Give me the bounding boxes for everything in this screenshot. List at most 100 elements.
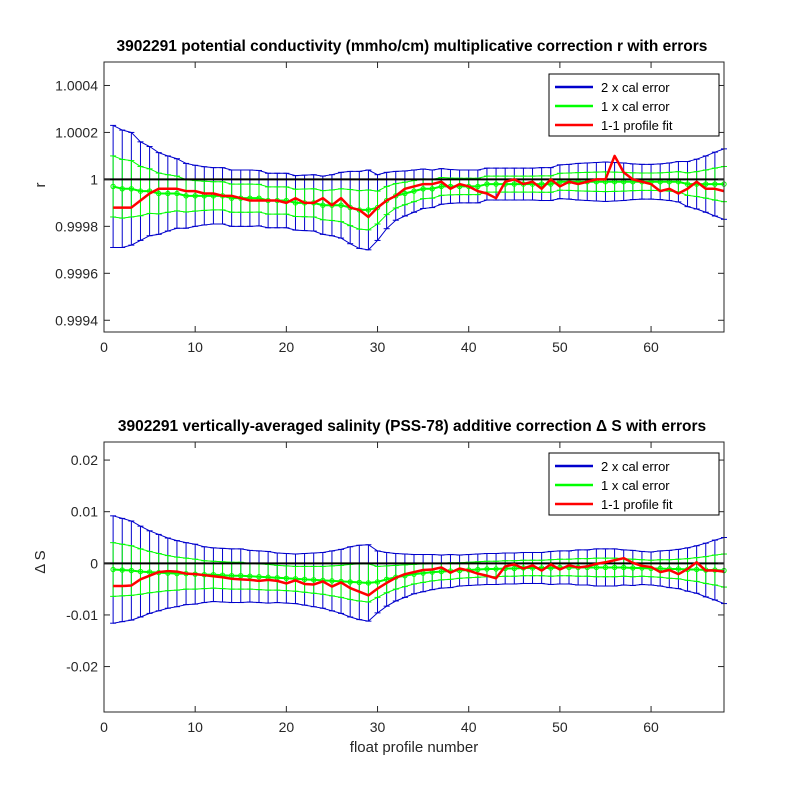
point-1x-cal-error [593, 564, 600, 571]
envelope-2x-cal-error [113, 582, 725, 624]
point-1x-cal-error [438, 183, 445, 190]
point-1x-cal-error [156, 190, 162, 197]
point-1x-cal-error [703, 181, 709, 187]
salinity-y-tick-label: 0.01 [71, 504, 98, 520]
point-1x-cal-error [347, 579, 353, 585]
conductivity-x-tick-label: 60 [643, 339, 659, 355]
point-1x-cal-error [621, 564, 627, 571]
conductivity-plot-area: 0 10 20 30 40 50 60 0.9994 0.9996 0.9998 1 1.0002 1.… [55, 61, 727, 355]
legend-label-1x-cal-error: 1 x cal error [601, 478, 670, 493]
point-1x-cal-error [110, 566, 116, 573]
point-1x-cal-error [311, 577, 317, 583]
envelope-2x-cal-error [113, 198, 725, 251]
salinity-x-tick-label: 30 [370, 719, 386, 735]
salinity-y-tick-label: -0.02 [66, 659, 98, 675]
point-1x-cal-error [365, 207, 372, 213]
envelope-1x-cal-error [113, 575, 725, 603]
conductivity-chart-title: 3902291 potential conductivity (mmho/cm)… [117, 38, 708, 55]
point-1x-cal-error [247, 573, 253, 579]
point-1x-cal-error [374, 579, 381, 585]
salinity-plot-area: 0 10 20 30 40 50 60 -0.02 -0.01 0 0.01 0.02 [66, 441, 727, 735]
point-1x-cal-error [165, 190, 171, 197]
conductivity-x-tick-label: 0 [100, 339, 108, 355]
salinity-y-tick-label: 0 [90, 555, 98, 571]
point-1x-cal-error [301, 576, 308, 583]
point-1x-cal-error [283, 575, 290, 581]
series-line-profile-fit [113, 154, 725, 219]
salinity-y-tick-label: 0.02 [71, 452, 98, 468]
envelope-2x-cal-error [112, 124, 725, 177]
point-1x-cal-error [538, 181, 545, 187]
point-1x-cal-error [365, 580, 372, 586]
conductivity-y-tick-label: 1.0002 [55, 124, 98, 140]
conductivity-x-tick-label: 40 [461, 339, 477, 355]
legend-label-profile-fit: 1-1 profile fit [601, 118, 673, 133]
point-1x-cal-error [611, 564, 618, 571]
conductivity-y-tick-label: 0.9998 [55, 218, 98, 234]
conductivity-legend: 2 x cal error 1 x cal error 1-1 profile … [548, 73, 720, 137]
conductivity-y-tick-label: 1 [90, 171, 98, 187]
point-1x-cal-error [484, 181, 490, 187]
point-1x-cal-error [110, 183, 116, 190]
salinity-y-tick-label: -0.01 [66, 607, 98, 623]
point-1x-cal-error [675, 566, 682, 572]
point-1x-cal-error [329, 202, 335, 208]
point-1x-cal-error [329, 578, 335, 584]
point-1x-cal-error [183, 193, 189, 199]
point-1x-cal-error [238, 573, 244, 579]
legend-label-profile-fit: 1-1 profile fit [601, 497, 673, 512]
salinity-x-tick-label: 60 [643, 719, 659, 735]
point-1x-cal-error [548, 181, 554, 187]
point-1x-cal-error [128, 567, 135, 574]
point-1x-cal-error [320, 202, 326, 208]
point-1x-cal-error [119, 186, 125, 192]
point-1x-cal-error [602, 564, 609, 571]
point-1x-cal-error [128, 186, 135, 192]
point-1x-cal-error [438, 568, 445, 575]
series-line-profile-fit [113, 556, 725, 597]
salinity-x-tick-label: 40 [461, 719, 477, 735]
point-1x-cal-error [374, 204, 381, 211]
conductivity-x-tick-label: 50 [552, 339, 568, 355]
plot-frame [103, 61, 725, 333]
envelope-1x-cal-error [113, 189, 725, 231]
legend-label-1x-cal-error: 1 x cal error [601, 99, 670, 114]
point-1x-cal-error [493, 566, 499, 572]
conductivity-y-tick-label: 1.0004 [55, 77, 98, 93]
point-1x-cal-error [684, 181, 691, 187]
conductivity-y-axis-label: r [32, 183, 49, 188]
conductivity-y-tick-label: 0.9994 [55, 312, 98, 328]
point-1x-cal-error [402, 190, 408, 197]
conductivity-x-tick-label: 20 [279, 339, 295, 355]
point-1x-cal-error [693, 566, 700, 573]
salinity-x-tick-label: 0 [100, 719, 108, 735]
legend-label-2x-cal-error: 2 x cal error [601, 459, 670, 474]
plot-frame [103, 441, 725, 713]
point-1x-cal-error [420, 186, 426, 192]
salinity-chart-title: 3902291 vertically-averaged salinity (PS… [118, 418, 706, 435]
salinity-panel: 3902291 vertically-averaged salinity (PS… [32, 418, 727, 735]
x-axis-label: float profile number [350, 739, 478, 756]
legend-label-2x-cal-error: 2 x cal error [601, 80, 670, 95]
salinity-x-tick-label: 10 [187, 719, 203, 735]
series-line-1x-cal-error [113, 566, 725, 584]
conductivity-panel: 3902291 potential conductivity (mmho/cm)… [32, 38, 727, 355]
envelope-2x-cal-error [112, 515, 725, 556]
point-1x-cal-error [338, 202, 344, 208]
salinity-y-axis-label: Δ S [32, 550, 49, 573]
point-1x-cal-error [511, 181, 517, 187]
point-1x-cal-error [292, 200, 299, 206]
conductivity-y-tick-label: 0.9996 [55, 265, 98, 281]
salinity-x-tick-label: 20 [279, 719, 295, 735]
point-1x-cal-error [511, 565, 517, 572]
point-1x-cal-error [429, 186, 435, 192]
point-1x-cal-error [356, 579, 362, 586]
point-1x-cal-error [174, 190, 180, 197]
point-1x-cal-error [192, 193, 198, 199]
point-1x-cal-error [630, 565, 636, 571]
point-1x-cal-error [484, 566, 490, 572]
point-1x-cal-error [493, 181, 499, 187]
series-line-1x-cal-error [112, 180, 724, 211]
salinity-x-tick-label: 50 [552, 719, 568, 735]
